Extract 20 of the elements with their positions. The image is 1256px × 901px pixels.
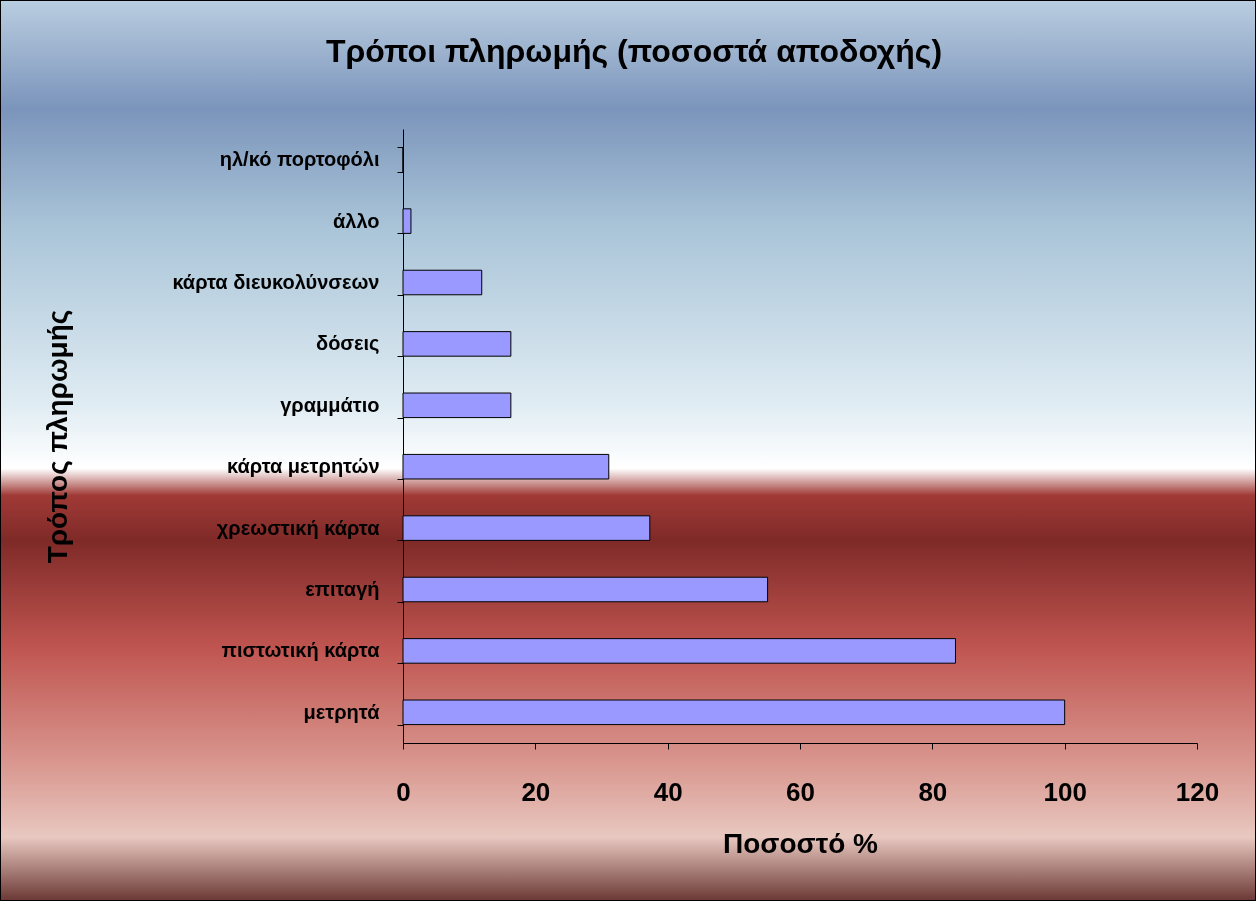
y-axis-title: Τρόπος πληρωμής [41,309,73,564]
x-tick-label: 60 [786,776,815,807]
y-tick-label: επιταγή [305,578,380,600]
y-tick-label: πιστωτική κάρτα [221,639,381,662]
x-tick-label: 40 [653,776,683,807]
y-tick-label: ηλ/κό πορτοφόλι [219,148,380,171]
y-tick-label: χρεωστική κάρτα [216,516,381,539]
y-tick-label: μετρητά [303,700,381,723]
y-tick-label: κάρτα μετρητών [227,455,380,478]
x-axis-title: Ποσοστό % [722,827,879,859]
x-tick-label: 0 [396,776,411,807]
y-tick-label: γραμμάτιο [280,393,380,416]
x-tick-label: 80 [918,776,948,807]
x-tick-label: 20 [521,776,551,807]
y-tick-label: άλλο [332,209,380,232]
x-tick-label: 100 [1043,776,1087,807]
y-tick-label: κάρτα διευκολύνσεων [172,271,380,293]
y-tick-label: δόσεις [316,332,380,355]
x-tick-label: 120 [1175,776,1220,807]
chart-title: Τρόποι πληρωμής (ποσοστά αποδοχής) [325,33,943,69]
